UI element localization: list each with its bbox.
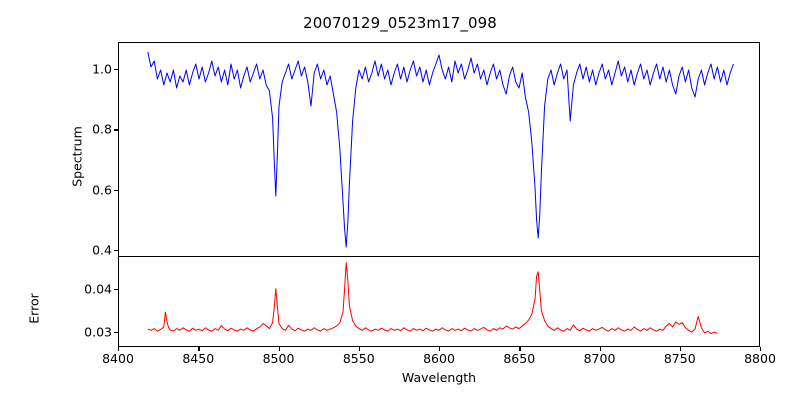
x-tick-mark-1 — [198, 347, 200, 351]
x-tick-mark-2 — [278, 347, 280, 351]
error-series — [119, 257, 759, 346]
x-tick-label-8: 8800 — [744, 351, 776, 366]
error-axes — [118, 256, 760, 347]
x-tick-label-5: 8650 — [503, 351, 536, 366]
x-tick-label-0: 8400 — [102, 351, 134, 366]
x-tick-mark-5 — [519, 347, 521, 351]
y-tick-mark-spectrum-1 — [114, 189, 118, 191]
y-tick-mark-spectrum-3 — [114, 69, 118, 71]
x-tick-label-2: 8500 — [262, 351, 295, 366]
y-tick-label-error-1: 0.04 — [84, 281, 112, 296]
y-tick-label-spectrum-0: 0.4 — [92, 242, 112, 258]
y-tick-label-spectrum-1: 0.6 — [92, 182, 112, 198]
x-tick-label-4: 8600 — [423, 351, 455, 366]
y-tick-label-spectrum-2: 0.8 — [92, 121, 112, 137]
x-tick-label-7: 8750 — [663, 351, 696, 366]
x-tick-mark-6 — [599, 347, 601, 351]
y-tick-mark-error-1 — [114, 288, 118, 290]
y-axis-label-spectrum: Spectrum — [69, 126, 85, 187]
spectrum-axes — [118, 42, 760, 256]
y-tick-mark-spectrum-2 — [114, 129, 118, 131]
x-axis-label: Wavelength — [401, 370, 477, 385]
y-tick-label-error-0: 0.03 — [84, 324, 112, 340]
y-tick-label-spectrum-3: 1.0 — [92, 61, 112, 77]
x-tick-mark-3 — [358, 347, 361, 351]
x-tick-mark-0 — [118, 347, 120, 351]
x-tick-label-3: 8550 — [342, 351, 375, 366]
x-tick-label-6: 8700 — [583, 351, 616, 366]
x-tick-mark-4 — [439, 347, 441, 351]
y-axis-label-error: Error — [26, 293, 42, 324]
x-tick-mark-8 — [760, 347, 762, 351]
x-tick-mark-7 — [679, 347, 682, 351]
spectrum-series — [119, 43, 759, 256]
y-tick-mark-error-0 — [114, 331, 118, 334]
x-tick-label-1: 8450 — [182, 351, 215, 366]
y-tick-mark-spectrum-0 — [114, 249, 118, 252]
page-title: 20070129_0523m17_098 — [303, 14, 497, 32]
